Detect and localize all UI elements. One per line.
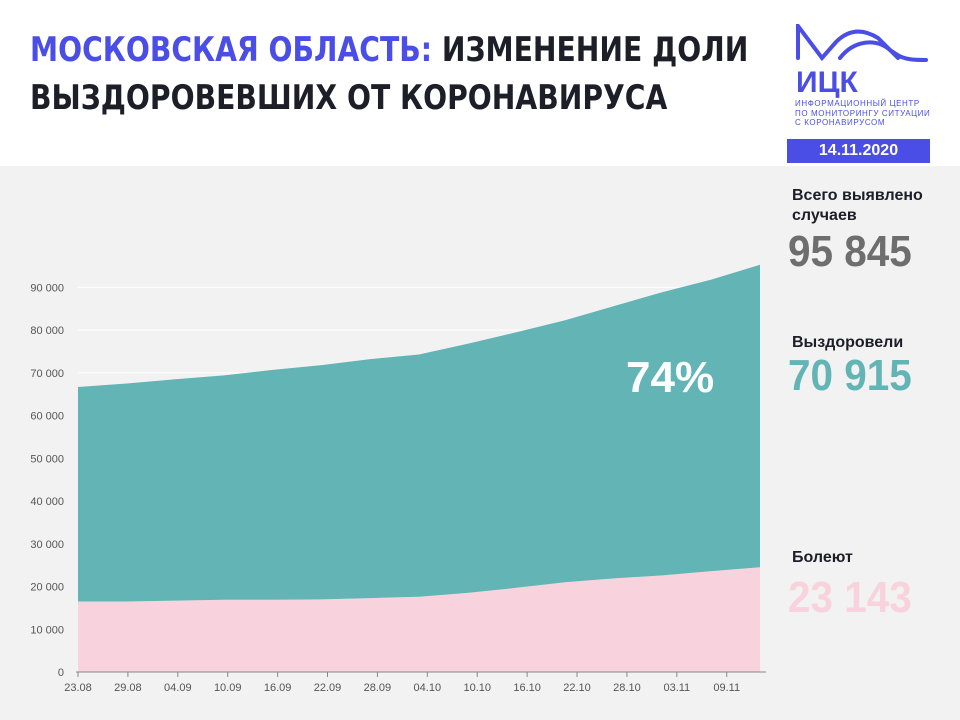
logo-text: ИЦК [796, 66, 858, 99]
x-tick-label: 29.08 [114, 682, 142, 694]
x-tick-label: 23.08 [64, 682, 92, 694]
area-series-recovered [78, 264, 760, 602]
recovered-share-label: 74% [626, 353, 715, 402]
total-cases-label: Всего выявлено случаев [792, 187, 923, 224]
x-tick-label: 28.09 [364, 682, 392, 694]
y-tick-label: 60 000 [30, 411, 64, 423]
x-tick-label: 16.10 [513, 682, 541, 694]
y-tick-label: 30 000 [30, 539, 64, 551]
area-chart: 0 10 000 20 000 30 000 40 000 50 000 60 000 70 … [30, 264, 766, 694]
sick-value: 23 143 [788, 573, 912, 622]
area-series-sick [78, 567, 760, 672]
y-tick-label: 50 000 [30, 453, 64, 465]
y-tick-label: 90 000 [30, 282, 64, 294]
title-line-2: ВЫЗДОРОВЕВШИХ ОТ КОРОНАВИРУСА [30, 78, 668, 118]
title-region: МОСКОВСКАЯ ОБЛАСТЬ: [30, 30, 433, 70]
title-line-1: МОСКОВСКАЯ ОБЛАСТЬ: ИЗМЕНЕНИЕ ДОЛИ [30, 26, 748, 74]
logo-subtitle: ИНФОРМАЦИОННЫЙ ЦЕНТР ПО МОНИТОРИНГУ СИТУ… [795, 99, 931, 127]
sick-label: Болеют [792, 549, 853, 566]
y-tick-label: 10 000 [30, 624, 64, 636]
x-tick-label: 22.09 [314, 682, 342, 694]
y-tick-label: 70 000 [30, 368, 64, 380]
x-tick-label: 09.11 [713, 682, 740, 694]
x-tick-label: 03.11 [663, 682, 690, 694]
y-tick-label: 40 000 [30, 496, 64, 508]
x-tick-label: 16.09 [264, 682, 292, 694]
date-badge: 14.11.2020 [787, 139, 930, 163]
x-tick-label: 04.09 [164, 682, 192, 694]
x-tick-label: 28.10 [613, 682, 641, 694]
x-tick-label: 04.10 [414, 682, 442, 694]
x-tick-label: 22.10 [563, 682, 591, 694]
x-tick-label: 10.10 [463, 682, 491, 694]
title-rest: ИЗМЕНЕНИЕ ДОЛИ [432, 30, 749, 70]
total-cases-value: 95 845 [788, 227, 912, 276]
recovered-value: 70 915 [788, 351, 912, 400]
y-tick-label: 0 [58, 667, 64, 679]
logo-icon: ИЦК [796, 24, 928, 99]
y-tick-label: 20 000 [30, 582, 64, 594]
page-title: МОСКОВСКАЯ ОБЛАСТЬ: ИЗМЕНЕНИЕ ДОЛИ ВЫЗДО… [30, 26, 748, 122]
recovered-label: Выздоровели [792, 334, 904, 351]
x-tick-label: 10.09 [214, 682, 242, 694]
y-tick-label: 80 000 [30, 325, 64, 337]
